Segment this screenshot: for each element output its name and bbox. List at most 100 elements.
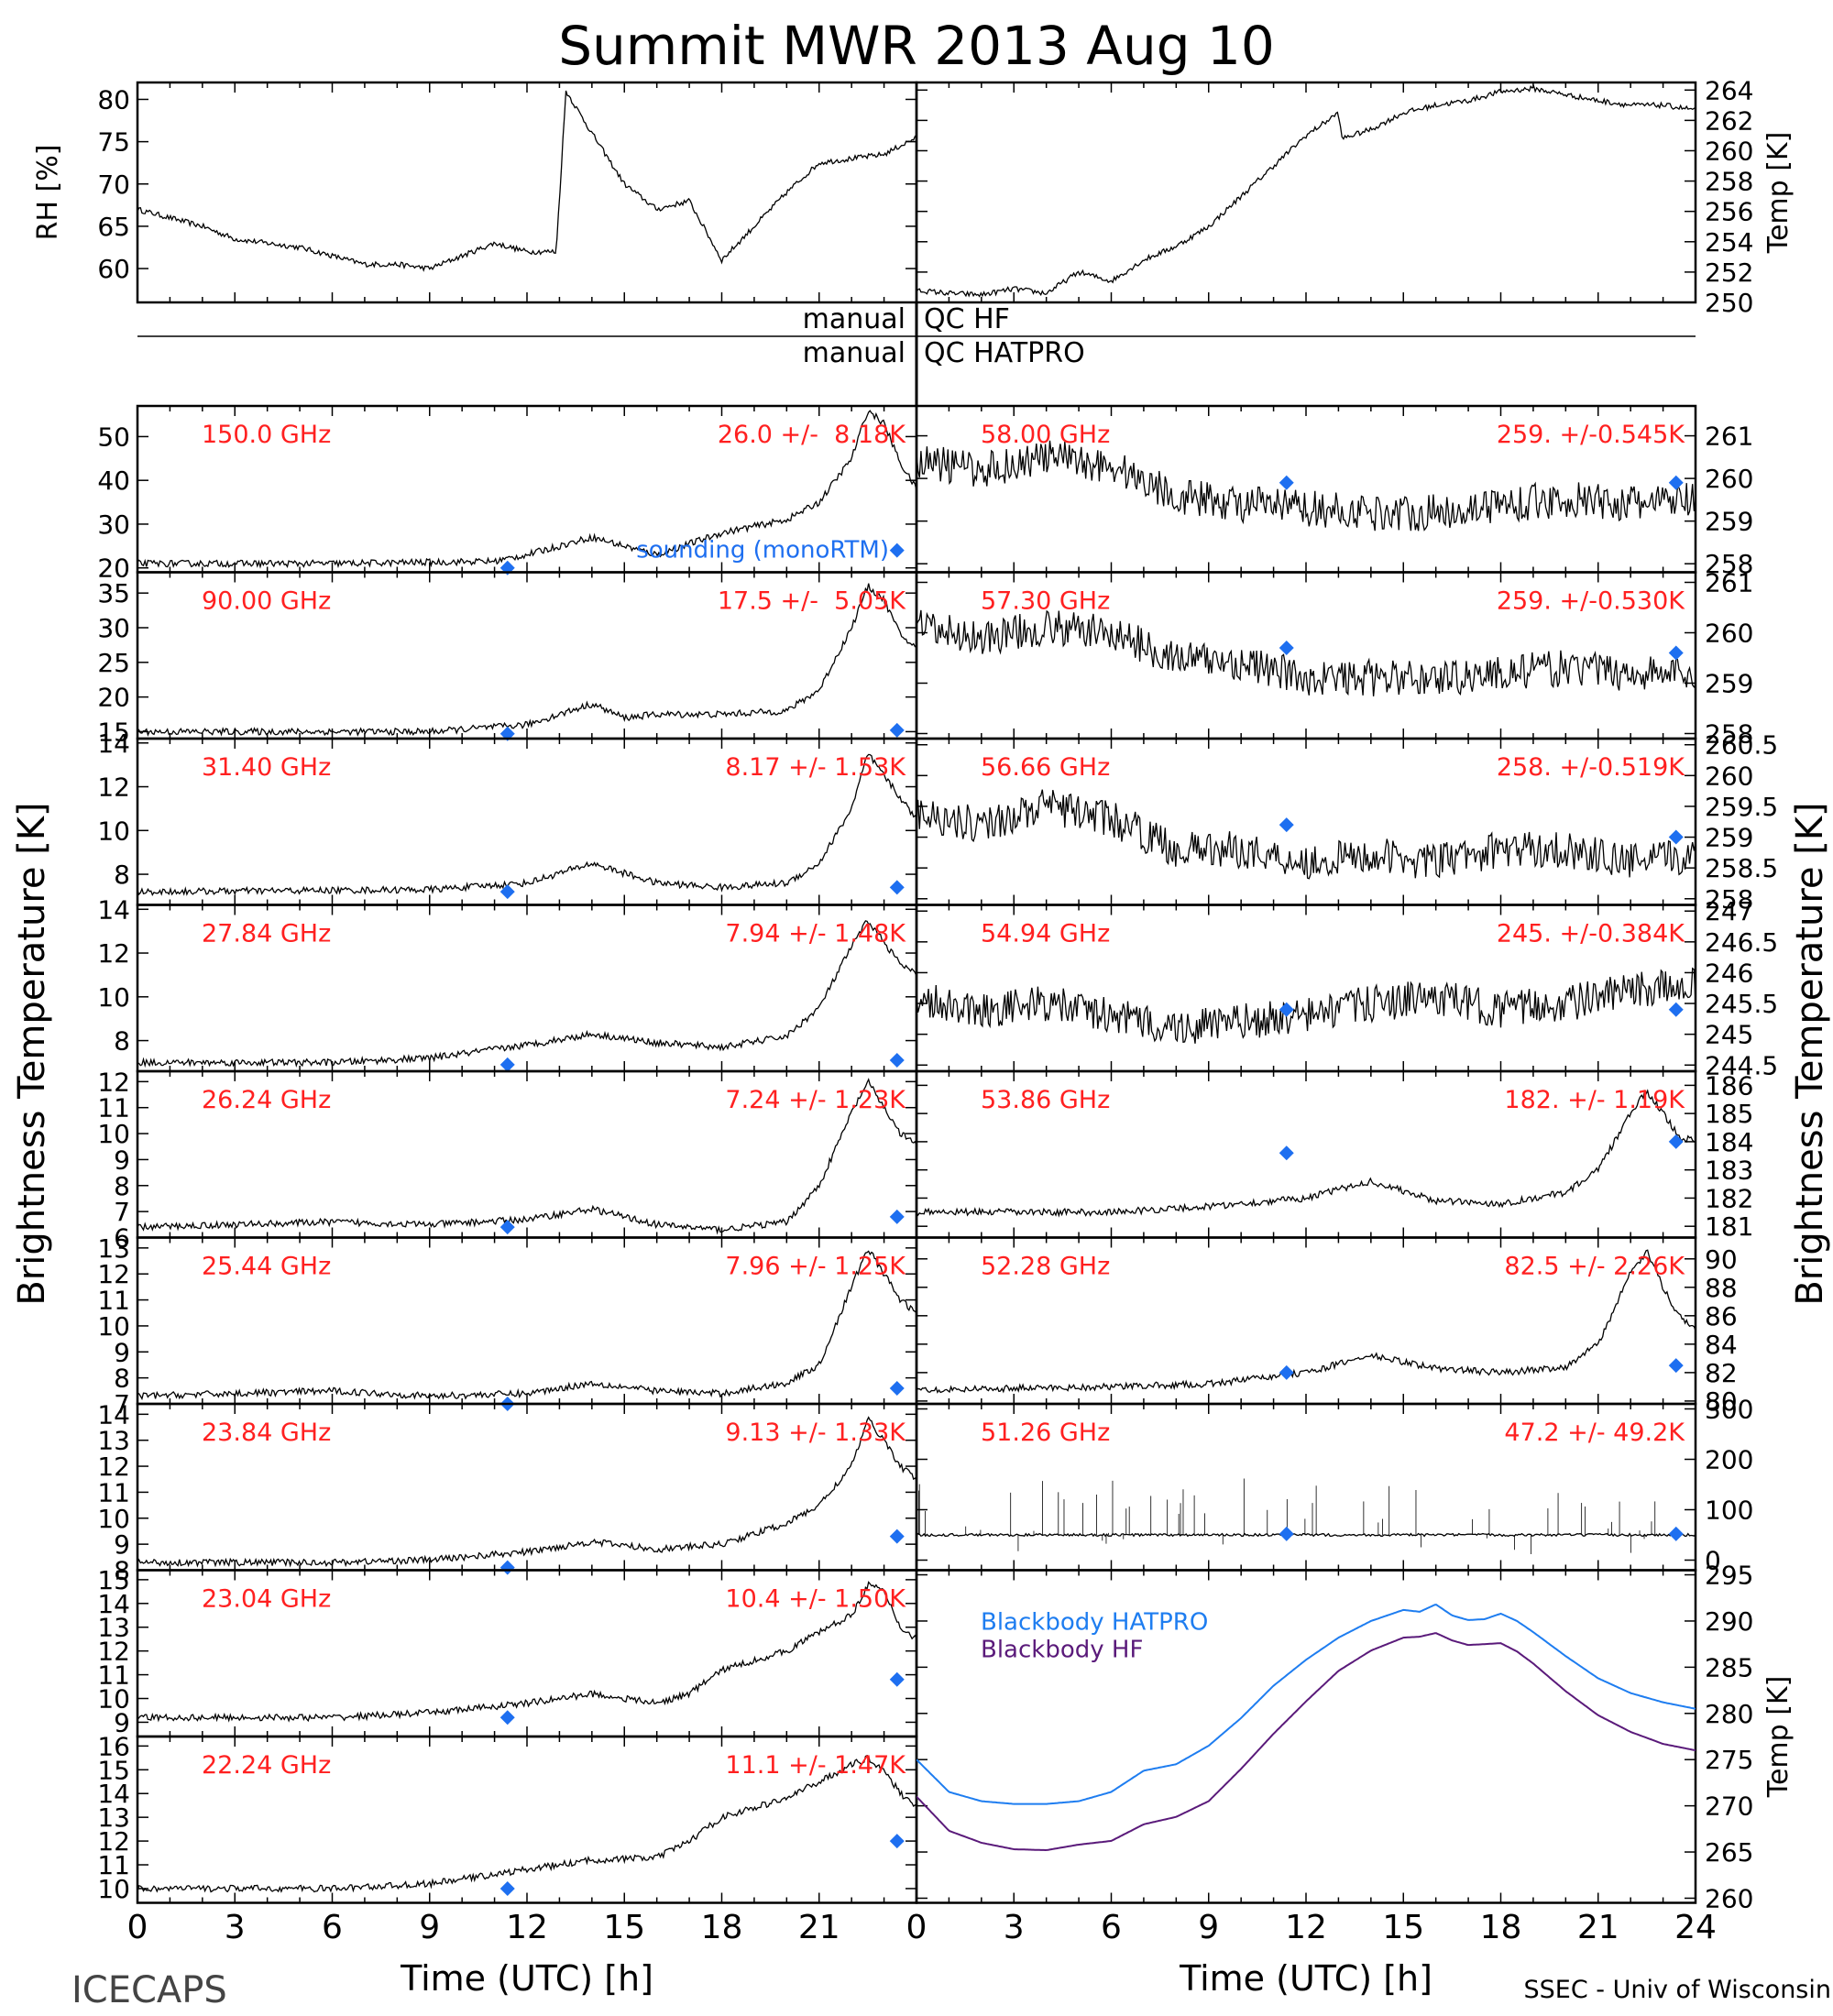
y-tick-label: 246.5 <box>1705 927 1778 958</box>
y-tick-label: 11 <box>97 1093 130 1123</box>
y-tick-label: 12 <box>97 1826 130 1857</box>
y-tick-label: 12 <box>97 938 130 969</box>
channel-stat: 259. +/-0.530K <box>1497 587 1685 616</box>
x-tick-label: 15 <box>603 1909 645 1946</box>
plot-area <box>137 1416 916 1568</box>
y-tick-label: 259 <box>1705 823 1753 853</box>
x-tick-label: 0 <box>127 1909 148 1946</box>
y-tick-label: 250 <box>1705 288 1753 318</box>
y-tick-label: 260 <box>1705 761 1753 791</box>
y-tick-label: 14 <box>97 1399 130 1430</box>
sounding-point <box>889 1834 905 1849</box>
sounding-point <box>889 1528 905 1544</box>
y-tick-label: 247 <box>1705 896 1753 926</box>
channel-stat: 258. +/-0.519K <box>1497 753 1685 782</box>
y-tick-label: 295 <box>1705 1561 1753 1591</box>
panel-27-84: 8 10 12 14 27.84 GHz 7.94 +/- 1.48K <box>97 894 918 1073</box>
channel-stat: 9.13 +/- 1.33K <box>725 1419 906 1447</box>
y-tick-label: 40 <box>97 466 130 496</box>
sounding-point <box>889 1053 905 1068</box>
y-tick-label: 186 <box>1705 1070 1753 1101</box>
y-tick-label: 252 <box>1705 257 1753 288</box>
panel-31-4: 8 10 12 14 31.40 GHz 8.17 +/- 1.53K <box>97 729 918 906</box>
y-tick-label: 260 <box>1705 1883 1753 1913</box>
y-tick-label: 10 <box>97 1684 130 1715</box>
trace-line <box>916 1249 1696 1394</box>
sounding-point <box>1668 829 1684 845</box>
y-tick-label: 258 <box>1705 549 1753 579</box>
y-tick-label: 20 <box>97 683 130 713</box>
channel-label: 25.44 GHz <box>202 1253 331 1281</box>
channel-stat: 259. +/-0.545K <box>1497 421 1685 449</box>
y-tick-label: 13 <box>97 1613 130 1643</box>
sounding-legend: sounding (monoRTM) <box>636 537 889 564</box>
y-tick-label: 100 <box>1705 1496 1753 1526</box>
y-tick-label: 10 <box>97 1874 130 1904</box>
sounding-point <box>1279 1002 1294 1017</box>
plot-area <box>137 1078 916 1235</box>
channel-stat: 8.17 +/- 1.53K <box>725 753 906 782</box>
plot-area <box>137 920 916 1068</box>
y-tick-label: 285 <box>1705 1652 1753 1682</box>
y-tick-label: 6 <box>114 1223 130 1254</box>
y-tick-label: 35 <box>97 578 130 608</box>
sounding-point <box>889 1209 905 1224</box>
y-tick-label: 10 <box>97 1504 130 1534</box>
series-legend-1: Blackbody HF <box>981 1637 1143 1664</box>
y-tick-label: 258 <box>1705 719 1753 750</box>
y-tick-label: 275 <box>1705 1745 1753 1775</box>
sounding-point <box>1279 1364 1294 1380</box>
left-time-axis-label: Time (UTC) [h] <box>400 1958 653 1999</box>
plot-area <box>137 410 916 569</box>
channel-stat: 7.24 +/- 1.23K <box>725 1086 906 1114</box>
channel-stat: 245. +/-0.384K <box>1497 920 1685 948</box>
y-tick-label: 8 <box>114 1556 130 1586</box>
trace-line <box>916 440 1696 531</box>
y-tick-label: 12 <box>97 772 130 803</box>
x-tick-label: 9 <box>1198 1909 1219 1946</box>
y-tick-label: 259 <box>1705 669 1753 699</box>
x-tick-label: 9 <box>419 1909 440 1946</box>
y-tick-label: 7 <box>114 1197 130 1227</box>
channel-stat: 7.96 +/- 1.25K <box>725 1253 906 1281</box>
channel-stat: 17.5 +/- 5.05K <box>718 587 906 616</box>
x-tick-label: 6 <box>322 1909 343 1946</box>
y-tick-label: 260 <box>1705 136 1753 166</box>
y-tick-label: 70 <box>97 170 130 200</box>
channel-stat: 7.94 +/- 1.48K <box>725 920 906 948</box>
trace-line <box>137 1078 916 1235</box>
plot-area <box>916 440 1696 531</box>
channel-label: 23.84 GHz <box>202 1419 331 1447</box>
panel-57-3: 258 259 260 261 57.30 GHz 259. +/-0.530K <box>915 568 1753 750</box>
channel-label: 26.24 GHz <box>202 1086 331 1114</box>
y-tick-label: 90 <box>1705 1244 1738 1275</box>
plot-area <box>137 90 916 272</box>
y-tick-label: 9 <box>114 1529 130 1560</box>
sounding-point <box>1668 475 1684 490</box>
y-tick-label: 15 <box>97 1755 130 1785</box>
page-title: Summit MWR 2013 Aug 10 <box>558 15 1275 77</box>
y-tick-label: 11 <box>97 1660 130 1691</box>
y-tick-label: 259.5 <box>1705 792 1778 822</box>
panel-90: 15 20 25 30 35 90.00 GHz 17.5 +/- 5.05K <box>97 571 918 747</box>
y-tick-label: 14 <box>97 729 130 759</box>
y-tick-label: 280 <box>1705 1699 1753 1729</box>
y-tick-label: 15 <box>97 1565 130 1595</box>
trace-line <box>137 1250 916 1401</box>
y-axis-label: Temp [K] <box>1762 132 1795 255</box>
sounding-point <box>1668 1526 1684 1541</box>
y-tick-label: 200 <box>1705 1445 1753 1475</box>
y-tick-label: 10 <box>97 1119 130 1149</box>
y-tick-label: 30 <box>97 613 130 643</box>
y-tick-label: 14 <box>97 1589 130 1619</box>
trace-line <box>916 789 1696 880</box>
x-tick-label: 3 <box>225 1909 246 1946</box>
y-tick-label: 80 <box>1705 1386 1738 1417</box>
plot-area <box>916 84 1696 298</box>
plot-area <box>916 1604 1696 1852</box>
panel-frame <box>915 81 1697 304</box>
sounding-point <box>1668 1134 1684 1149</box>
